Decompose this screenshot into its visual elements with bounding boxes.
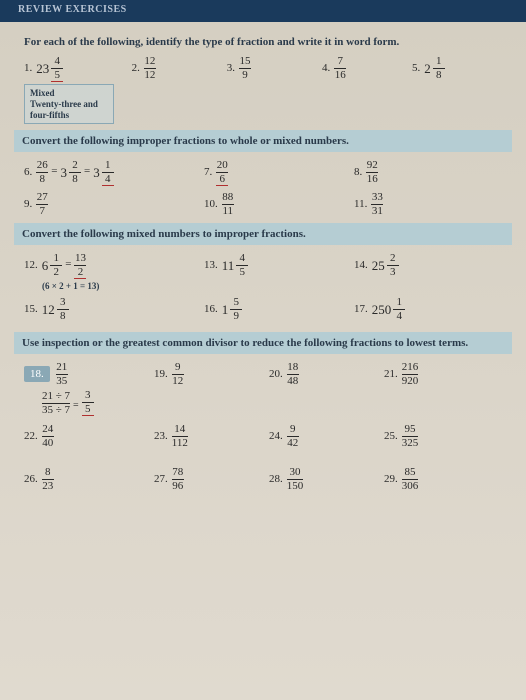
problem-17: 17. 25014 (354, 297, 444, 322)
problem-2: 2. 1212 (132, 56, 227, 81)
p13-num: 13. (204, 253, 218, 271)
s4-row3: 26. 823 27. 7896 28. 30150 29. 85306 (24, 467, 502, 492)
p10-num: 10. (204, 192, 218, 210)
section4-instruction: Use inspection or the greatest common di… (14, 332, 512, 354)
p11-num: 11. (354, 192, 367, 210)
problem-20: 20. 1848 (269, 362, 384, 387)
problem-11: 11. 3331 (354, 192, 444, 217)
problem-10: 10. 8811 (204, 192, 354, 217)
section1-instruction: For each of the following, identify the … (24, 36, 502, 48)
problem-6: 6. 268 = 328 = 314 (24, 160, 204, 186)
page-header: REVIEW EXERCISES (0, 0, 526, 22)
s2-row1: 6. 268 = 328 = 314 7. 206 8. 9216 (24, 160, 502, 186)
s3-row1: 12. 612 = 132 (6 × 2 + 1 = 13) 13. 1145 … (24, 253, 502, 291)
problem-14: 14. 2523 (354, 253, 444, 278)
problem-3: 3. 159 (227, 56, 322, 81)
p12-work: (6 × 2 + 1 = 13) (42, 281, 99, 291)
p28-num: 28. (269, 467, 283, 485)
p14-num: 14. (354, 253, 368, 271)
problem-8: 8. 9216 (354, 160, 444, 185)
p27-num: 27. (154, 467, 168, 485)
problem-13: 13. 1145 (204, 253, 354, 278)
p15-num: 15. (24, 297, 38, 315)
s4-row1: 18. 2135 21 ÷ 735 ÷ 7 = 35 19. 912 20. 1… (24, 362, 502, 416)
section3-instruction: Convert the following mixed numbers to i… (14, 223, 512, 245)
problem-1: 1. 23 45 Mixed Twenty-three and four-fif… (24, 56, 132, 124)
problem-24: 24. 942 (269, 424, 384, 449)
p26-num: 26. (24, 467, 38, 485)
problem-5: 5. 2 18 (412, 56, 502, 81)
p2-num: 2. (132, 56, 140, 74)
problem-23: 23. 14112 (154, 424, 269, 449)
p7-num: 7. (204, 160, 212, 178)
problem-25: 25. 95325 (384, 424, 494, 449)
problem-12: 12. 612 = 132 (6 × 2 + 1 = 13) (24, 253, 204, 291)
p9-num: 9. (24, 192, 32, 210)
p23-num: 23. (154, 424, 168, 442)
problem-26: 26. 823 (24, 467, 154, 492)
p1-whole: 23 (36, 61, 49, 77)
problem-29: 29. 85306 (384, 467, 494, 492)
problem-18: 18. 2135 21 ÷ 735 ÷ 7 = 35 (24, 362, 154, 416)
s1-row1: 1. 23 45 Mixed Twenty-three and four-fif… (24, 56, 502, 124)
problem-27: 27. 7896 (154, 467, 269, 492)
p1-num: 1. (24, 56, 32, 74)
s3-row2: 15. 1238 16. 159 17. 25014 (24, 297, 502, 322)
p4-num: 4. (322, 56, 330, 74)
s4-row2: 22. 2440 23. 14112 24. 942 25. 95325 (24, 424, 502, 449)
problem-16: 16. 159 (204, 297, 354, 322)
problem-7: 7. 206 (204, 160, 354, 186)
p5-num: 5. (412, 56, 420, 74)
p6-num: 6. (24, 160, 32, 178)
problem-15: 15. 1238 (24, 297, 204, 322)
problem-22: 22. 2440 (24, 424, 154, 449)
p1-answer: Mixed Twenty-three and four-fifths (24, 84, 114, 124)
problem-9: 9. 277 (24, 192, 204, 217)
page-content: For each of the following, identify the … (0, 22, 526, 492)
s2-row2: 9. 277 10. 8811 11. 3331 (24, 192, 502, 217)
p19-num: 19. (154, 362, 168, 380)
p25-num: 25. (384, 424, 398, 442)
section2-instruction: Convert the following improper fractions… (14, 130, 512, 152)
p29-num: 29. (384, 467, 398, 485)
p18-num: 18. (24, 366, 50, 382)
problem-28: 28. 30150 (269, 467, 384, 492)
p16-num: 16. (204, 297, 218, 315)
problem-4: 4. 716 (322, 56, 412, 81)
p8-num: 8. (354, 160, 362, 178)
p12-num: 12. (24, 253, 38, 271)
p24-num: 24. (269, 424, 283, 442)
p17-num: 17. (354, 297, 368, 315)
p21-num: 21. (384, 362, 398, 380)
header-title: REVIEW EXERCISES (18, 4, 127, 15)
p20-num: 20. (269, 362, 283, 380)
p22-num: 22. (24, 424, 38, 442)
problem-19: 19. 912 (154, 362, 269, 387)
problem-21: 21. 216920 (384, 362, 494, 387)
p3-num: 3. (227, 56, 235, 74)
